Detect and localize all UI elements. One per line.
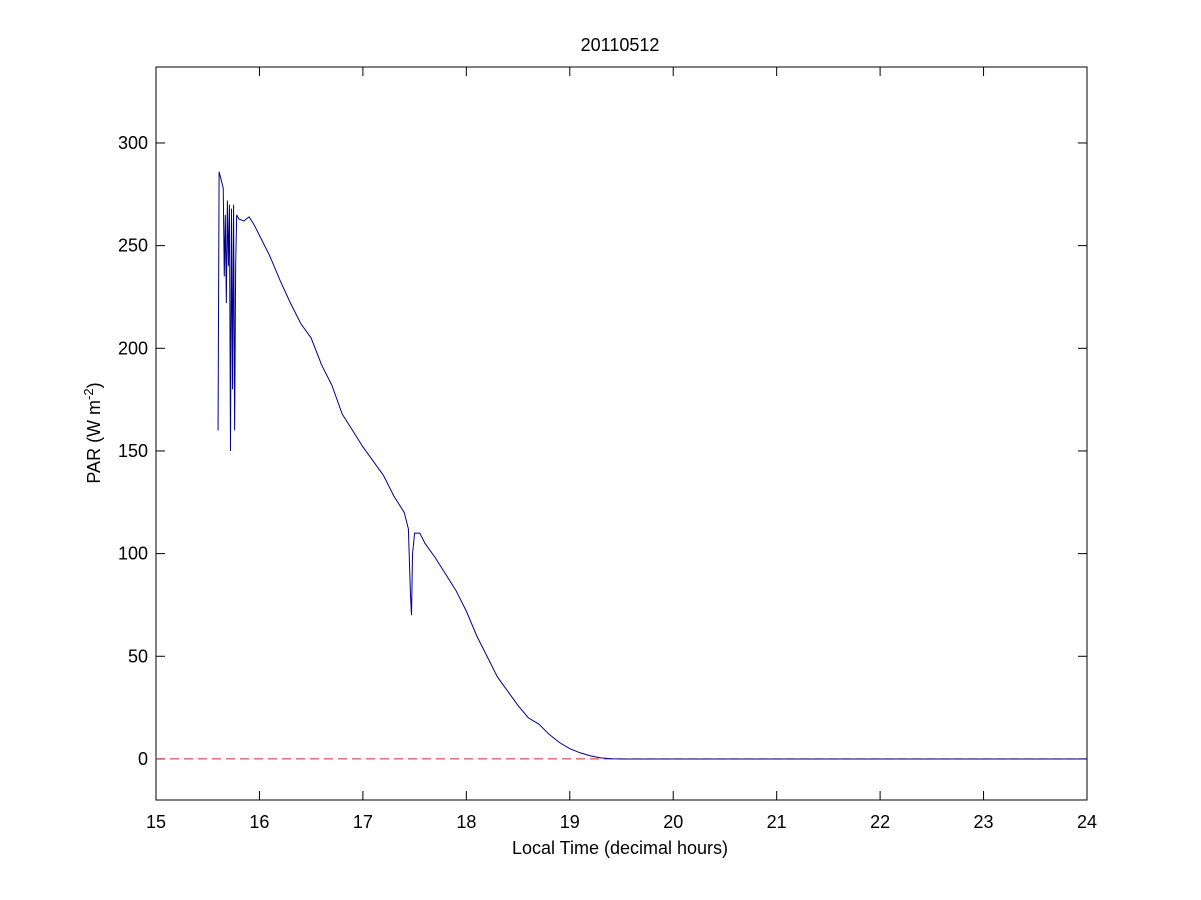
y-label-end: ): [84, 382, 104, 388]
y-label-sup: -2: [81, 388, 96, 400]
x-tick-label: 17: [353, 812, 373, 832]
data-line: [217, 171, 1087, 760]
x-tick-label: 24: [1077, 812, 1097, 832]
y-label-main: PAR (W m: [84, 400, 104, 484]
x-tick-label: 16: [249, 812, 269, 832]
x-axis-label: Local Time (decimal hours): [512, 838, 728, 858]
x-tick-label: 15: [146, 812, 166, 832]
x-tick-label: 19: [560, 812, 580, 832]
plot-area: [155, 66, 1088, 801]
y-tick-label: 300: [118, 133, 148, 153]
y-tick-label: 200: [118, 338, 148, 358]
x-tick-label: 21: [767, 812, 787, 832]
x-tick-label: 23: [974, 812, 994, 832]
y-tick-label: 0: [138, 749, 148, 769]
y-tick-label: 100: [118, 544, 148, 564]
x-tick-label: 18: [456, 812, 476, 832]
y-tick-label: 50: [128, 646, 148, 666]
x-tick-label: 20: [663, 812, 683, 832]
y-tick-label: 150: [118, 441, 148, 461]
chart-title: 20110512: [581, 35, 660, 55]
y-tick-label: 250: [118, 236, 148, 256]
y-axis-label: PAR (W m-2): [81, 382, 104, 483]
x-tick-label: 22: [870, 812, 890, 832]
